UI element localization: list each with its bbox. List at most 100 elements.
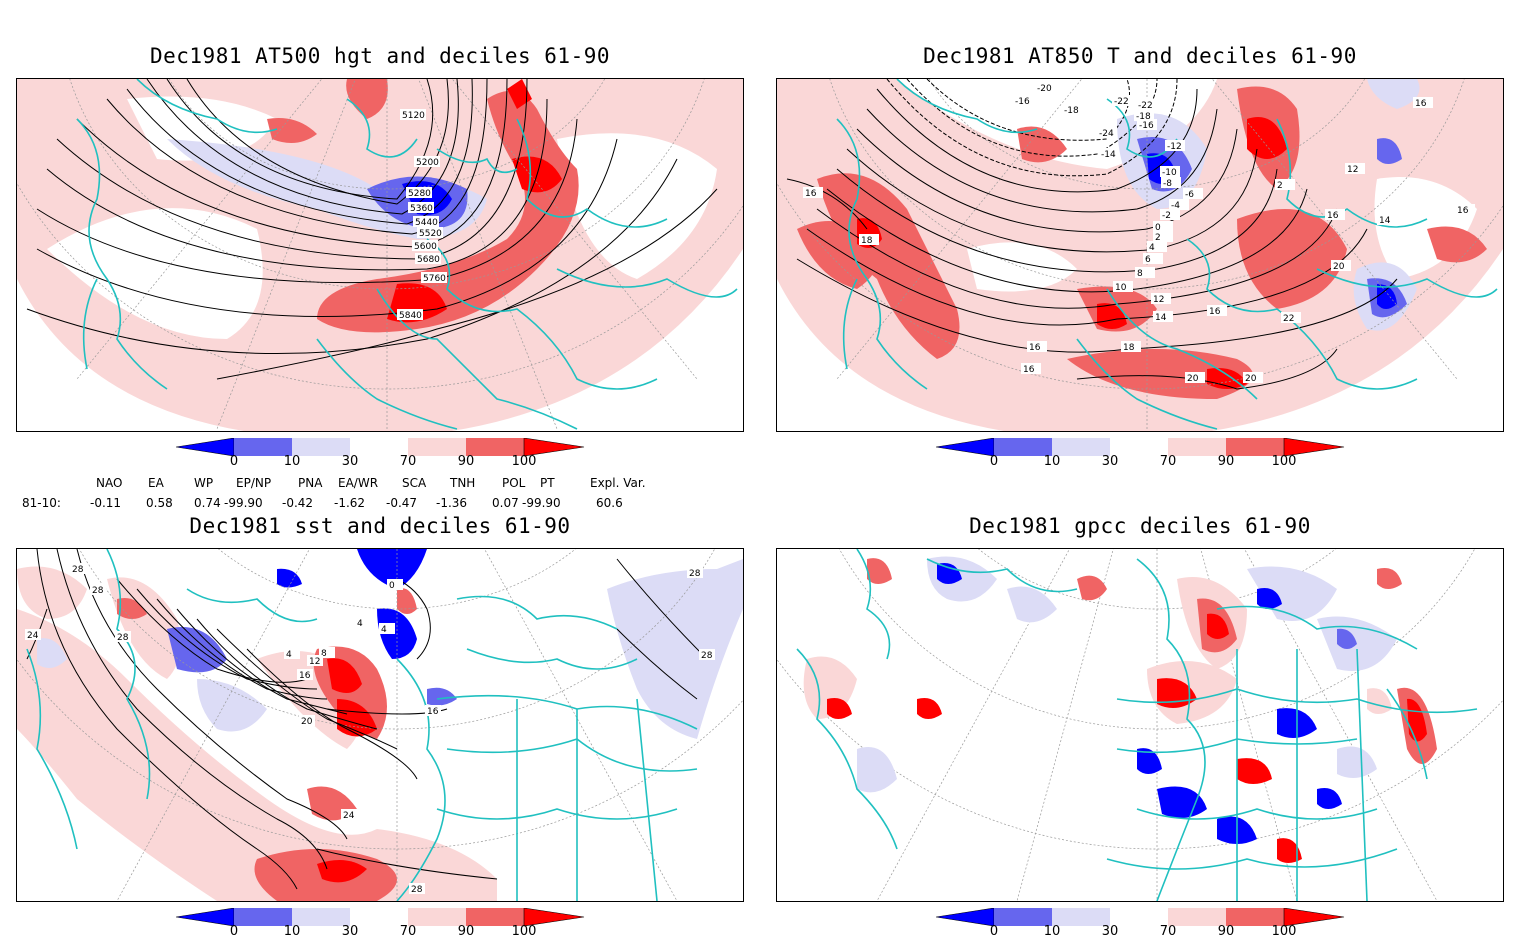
- index-header: EA: [148, 476, 164, 490]
- contour-label: 16: [1023, 365, 1035, 375]
- map-panel-t850[interactable]: -20 -16 -18 -22 -22 -18 -16 -24 -14 -12 …: [776, 78, 1504, 432]
- contour-label: 20: [1333, 262, 1345, 272]
- panel-title-gpcc: Dec1981 gpcc deciles 61-90: [969, 514, 1311, 538]
- temperature-contours: [786, 79, 1398, 390]
- contour-label: 4: [357, 619, 363, 629]
- contour-labels-hgt500: 5120 5200 5280 5360 5440 5520 5600 5680 …: [397, 109, 447, 321]
- map-panel-sst[interactable]: 28 28 24 28 28 0 4 4 4 8 12 16 16 20 24 …: [16, 548, 744, 902]
- index-value: -1.62: [334, 496, 366, 510]
- colorbar-tick: 90: [457, 454, 475, 469]
- contour-label: 14: [1155, 313, 1167, 323]
- contour-label: 16: [1457, 206, 1469, 216]
- index-header: WP: [194, 476, 214, 490]
- map-gpcc-svg: [777, 549, 1503, 901]
- contour-label: 4: [1149, 243, 1155, 253]
- contour-label: -16: [1139, 121, 1154, 131]
- contour-label: -18: [1136, 112, 1151, 122]
- contour-label: 5760: [423, 274, 446, 284]
- positive-anomaly: [317, 91, 579, 333]
- colorbar-swatches: [176, 438, 585, 457]
- coastlines: [76, 79, 738, 430]
- index-value: -99.90: [522, 496, 561, 510]
- colorbar-swatches: [936, 908, 1345, 927]
- contour-label: 5520: [419, 229, 442, 239]
- index-header: TNH: [450, 476, 476, 490]
- colorbar-tick: 30: [1101, 924, 1119, 939]
- contour-label: 12: [309, 657, 320, 667]
- colorbar-gpcc: 0 10 30 70 90 100: [936, 908, 1346, 948]
- contour-label: 18: [861, 236, 873, 246]
- contour-label: 5600: [414, 242, 437, 252]
- contour-label: -10: [1162, 168, 1177, 178]
- panel-title-sst: Dec1981 sst and deciles 61-90: [189, 514, 571, 538]
- contour-label: 28: [92, 586, 104, 596]
- contour-label: -14: [1101, 150, 1116, 160]
- index-header: NAO: [96, 476, 123, 490]
- coastlines: [26, 549, 698, 901]
- map-t850-svg: -20 -16 -18 -22 -22 -18 -16 -24 -14 -12 …: [777, 79, 1503, 431]
- map-hgt500-svg: 5120 5200 5280 5360 5440 5520 5600 5680 …: [17, 79, 743, 431]
- colorbar-tick: 0: [989, 454, 999, 469]
- contour-label: 16: [427, 707, 439, 717]
- contour-label: 18: [1123, 343, 1135, 353]
- contour-label: 5680: [417, 255, 440, 265]
- contour-label: -2: [1162, 211, 1171, 221]
- index-value: 60.6: [596, 496, 623, 510]
- index-value: -0.47: [386, 496, 418, 510]
- index-value: -0.42: [282, 496, 314, 510]
- contour-label: 8: [1137, 269, 1143, 279]
- colorbar-tick: 10: [283, 454, 301, 469]
- contour-label: 12: [1347, 165, 1358, 175]
- colorbar-tick: 30: [341, 454, 359, 469]
- contour-label: -24: [1099, 129, 1114, 139]
- index-value: 0.58: [146, 496, 173, 510]
- index-header: EA/WR: [338, 476, 379, 490]
- colorbar-t850: 0 10 30 70 90 100: [936, 438, 1346, 478]
- contour-label: 24: [343, 811, 355, 821]
- contour-label: 2: [1277, 181, 1283, 191]
- contour-label: 20: [1245, 374, 1257, 384]
- colorbar-tick: 0: [229, 924, 239, 939]
- colorbar-hgt500: 0 10 30 70 90 100: [176, 438, 586, 478]
- colorbar-tick: 90: [1217, 924, 1235, 939]
- coastlines: [796, 549, 1478, 901]
- graticule: [17, 549, 743, 901]
- contour-label: -12: [1167, 142, 1182, 152]
- colorbar-tick: 70: [1159, 454, 1177, 469]
- contour-label: 5280: [408, 189, 431, 199]
- colorbar-tick: 100: [1271, 454, 1297, 469]
- contour-label: 20: [1187, 374, 1199, 384]
- colorbar-tick: 10: [1043, 454, 1061, 469]
- negative-anomaly: [357, 549, 427, 589]
- contour-label: 5360: [410, 204, 433, 214]
- contour-label: 0: [389, 581, 395, 591]
- contour-label: 4: [286, 650, 292, 660]
- contour-label: 20: [301, 717, 313, 727]
- contour-label: 28: [72, 565, 84, 575]
- colorbar-tick: 100: [1271, 924, 1297, 939]
- colorbar-tick: 10: [1043, 924, 1061, 939]
- colorbar-tick: 100: [511, 454, 537, 469]
- contour-label: -22: [1114, 97, 1129, 107]
- contour-label: 16: [299, 671, 311, 681]
- contour-label: 28: [117, 633, 129, 643]
- coastlines: [836, 79, 1498, 430]
- contour-label: 16: [1415, 99, 1427, 109]
- panel-title-hgt500: Dec1981 AT500 hgt and deciles 61-90: [149, 44, 610, 68]
- contour-label: 5840: [399, 311, 422, 321]
- colorbar-tick: 70: [1159, 924, 1177, 939]
- map-panel-gpcc[interactable]: [776, 548, 1504, 902]
- map-panel-hgt500[interactable]: 5120 5200 5280 5360 5440 5520 5600 5680 …: [16, 78, 744, 432]
- index-row-label: 81-10:: [22, 496, 61, 510]
- anomaly-field: [777, 79, 1503, 431]
- index-header: EP/NP: [236, 476, 272, 490]
- contour-label: 16: [1209, 307, 1221, 317]
- contour-label: -18: [1064, 106, 1079, 116]
- teleconnection-indices: NAO EA WP EP/NP PNA EA/WR SCA TNH POL PT…: [0, 474, 760, 514]
- colorbar-tick: 90: [1217, 454, 1235, 469]
- colorbar-tick: 70: [399, 924, 417, 939]
- contour-label: -22: [1138, 101, 1153, 111]
- contour-label: 22: [1283, 314, 1294, 324]
- height-contours: [26, 79, 718, 380]
- contour-label: 28: [701, 651, 713, 661]
